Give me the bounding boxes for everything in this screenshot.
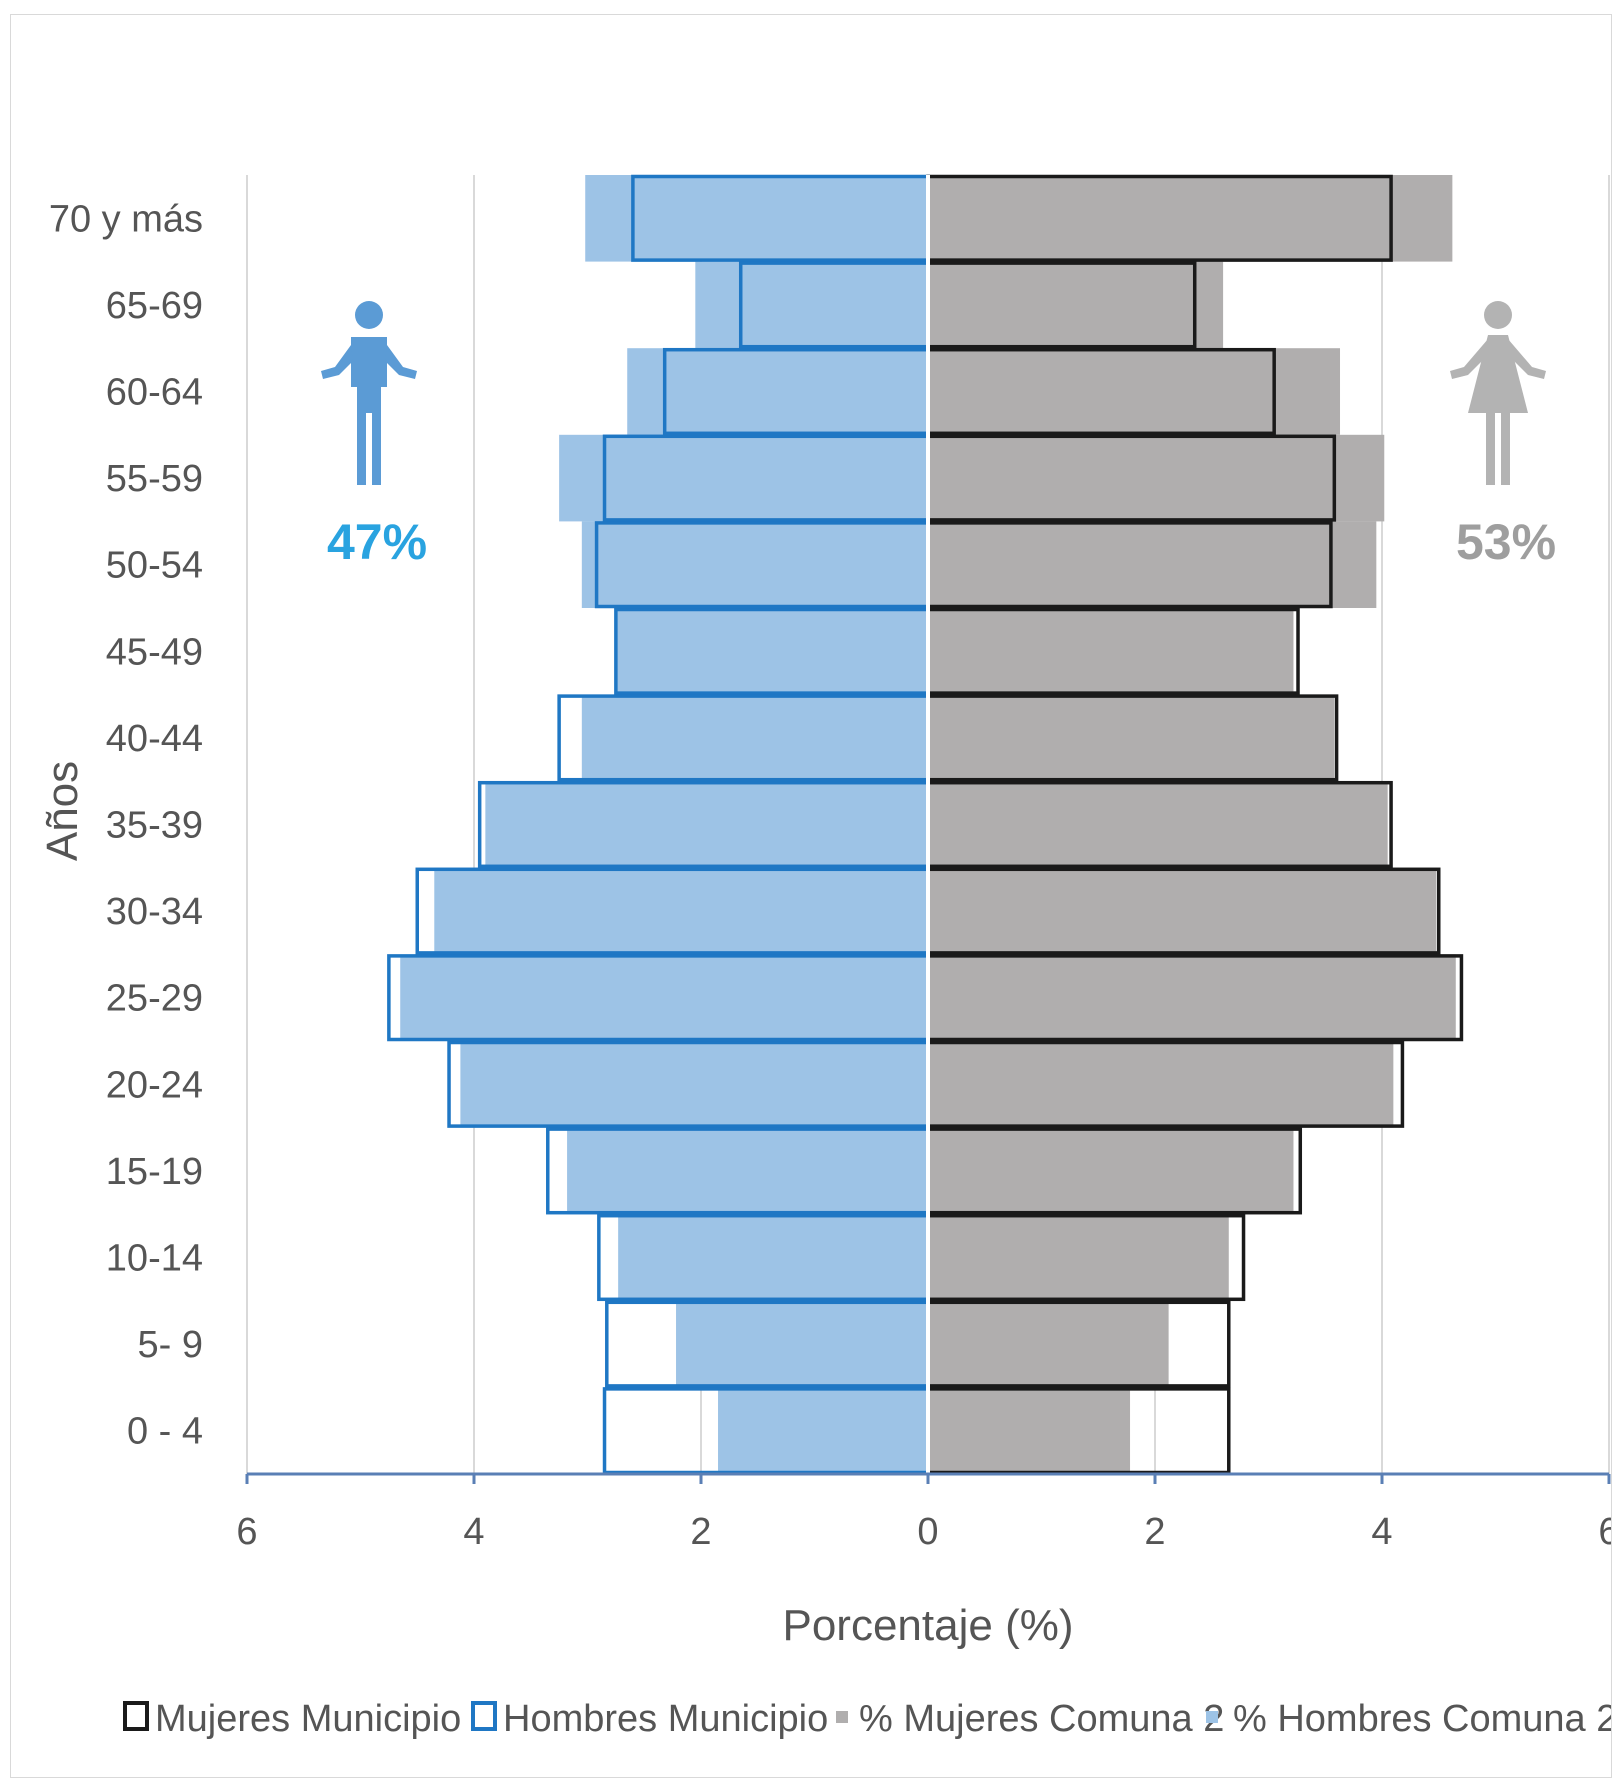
x-tick-label: 6 bbox=[236, 1511, 257, 1553]
bar-mujeres-comuna-2-45-49 bbox=[928, 608, 1294, 695]
y-tick-label: 40-44 bbox=[106, 718, 203, 760]
bar-mujeres-comuna-2-55-59 bbox=[928, 434, 1385, 522]
y-tick-label: 10-14 bbox=[106, 1238, 203, 1280]
y-tick-label: 50-54 bbox=[106, 545, 203, 587]
legend: Mujeres Municipio Hombres Municipio % Mu… bbox=[123, 1698, 1611, 1740]
bar-mujeres-comuna-2-35-39 bbox=[928, 781, 1388, 868]
bar-mujeres-comuna-2-5-9 bbox=[928, 1300, 1169, 1388]
y-tick-label: 0 - 4 bbox=[127, 1411, 203, 1453]
legend-swatch-hombres-comuna bbox=[1206, 1711, 1218, 1723]
y-axis-title: Años bbox=[38, 761, 87, 861]
x-tick-label: 2 bbox=[690, 1511, 711, 1553]
bar-mujeres-comuna-2-10-14 bbox=[928, 1214, 1229, 1301]
bar-mujeres-comuna-2-40-44 bbox=[928, 694, 1335, 782]
y-tick-label: 25-29 bbox=[106, 978, 203, 1020]
x-tick-label: 2 bbox=[1144, 1511, 1165, 1553]
bar-hombres-comuna-2-45-49 bbox=[615, 608, 928, 695]
bar-hombres-comuna-2-15-19 bbox=[567, 1127, 928, 1215]
x-tick-label: 0 bbox=[917, 1511, 938, 1553]
male-percentage: 47% bbox=[327, 514, 427, 570]
bar-hombres-comuna-2-35-39 bbox=[485, 781, 928, 868]
female-percentage: 53% bbox=[1456, 514, 1556, 570]
y-tick-label: 65-69 bbox=[106, 285, 203, 327]
bar-mujeres-comuna-2-50-54 bbox=[928, 521, 1377, 608]
legend-swatch-hombres-municipio bbox=[471, 1701, 497, 1731]
y-tick-label: 45-49 bbox=[106, 631, 203, 673]
bar-hombres-comuna-2-65-69 bbox=[695, 261, 928, 349]
bar-hombres-comuna-2-40-44 bbox=[581, 694, 928, 782]
legend-label-hombres-comuna: % Hombres Comuna 2 bbox=[1233, 1698, 1611, 1740]
bar-mujeres-comuna-2-65-69 bbox=[928, 261, 1224, 349]
bar-hombres-comuna-2-70-y-m-s bbox=[585, 175, 928, 262]
bars bbox=[387, 174, 1464, 1475]
x-axis: 6 4 2 0 2 4 6 bbox=[236, 1472, 1611, 1553]
bar-mujeres-comuna-2-60-64 bbox=[928, 348, 1341, 435]
x-tick-label: 4 bbox=[463, 1511, 484, 1553]
bar-hombres-comuna-2-60-64 bbox=[627, 348, 928, 435]
y-tick-label: 70 y más bbox=[49, 198, 203, 240]
bar-hombres-comuna-2-10-14 bbox=[618, 1214, 928, 1301]
y-tick-label: 5- 9 bbox=[138, 1324, 203, 1366]
bar-hombres-comuna-2-30-34 bbox=[434, 867, 928, 955]
y-tick-label: 15-19 bbox=[106, 1151, 203, 1193]
legend-label-mujeres-comuna: % Mujeres Comuna 2 bbox=[859, 1698, 1224, 1740]
bar-mujeres-comuna-2-30-34 bbox=[928, 867, 1437, 955]
bar-mujeres-comuna-2-25-29 bbox=[928, 954, 1456, 1041]
x-tick-label: 4 bbox=[1371, 1511, 1392, 1553]
legend-swatch-mujeres-municipio bbox=[123, 1701, 149, 1731]
legend-label-mujeres-municipio: Mujeres Municipio bbox=[155, 1698, 461, 1740]
x-tick-label: 6 bbox=[1598, 1511, 1611, 1553]
bar-hombres-comuna-2-0-4 bbox=[718, 1387, 928, 1474]
x-axis-title: Porcentaje (%) bbox=[782, 1601, 1073, 1650]
bar-hombres-comuna-2-25-29 bbox=[400, 954, 929, 1041]
population-pyramid-chart: 6 4 2 0 2 4 6 0 - 4 5- 9 10-14 15-19 20-24 25-29 30-… bbox=[38, 174, 1611, 1740]
legend-swatch-mujeres-comuna bbox=[836, 1711, 848, 1723]
bar-mujeres-comuna-2-20-24 bbox=[928, 1041, 1394, 1128]
y-tick-label: 55-59 bbox=[106, 458, 203, 500]
bar-hombres-comuna-2-55-59 bbox=[559, 434, 928, 522]
bar-hombres-comuna-2-5-9 bbox=[676, 1300, 928, 1388]
y-tick-label: 30-34 bbox=[106, 891, 203, 933]
legend-label-hombres-municipio: Hombres Municipio bbox=[503, 1698, 828, 1740]
bar-hombres-comuna-2-50-54 bbox=[581, 521, 928, 608]
chart-frame: 6 4 2 0 2 4 6 0 - 4 5- 9 10-14 15-19 20-24 25-29 30-… bbox=[10, 14, 1612, 1778]
bar-hombres-comuna-2-20-24 bbox=[460, 1041, 928, 1128]
y-tick-label: 35-39 bbox=[106, 805, 203, 847]
bar-mujeres-comuna-2-15-19 bbox=[928, 1127, 1294, 1215]
y-tick-label: 60-64 bbox=[106, 372, 203, 414]
y-tick-labels: 0 - 4 5- 9 10-14 15-19 20-24 25-29 30-34 35-39 4… bbox=[49, 198, 203, 1452]
y-tick-label: 20-24 bbox=[106, 1064, 203, 1106]
woman-icon bbox=[1450, 301, 1546, 485]
man-icon bbox=[321, 301, 417, 485]
bar-mujeres-comuna-2-70-y-m-s bbox=[928, 175, 1453, 262]
bar-mujeres-comuna-2-0-4 bbox=[928, 1387, 1131, 1474]
